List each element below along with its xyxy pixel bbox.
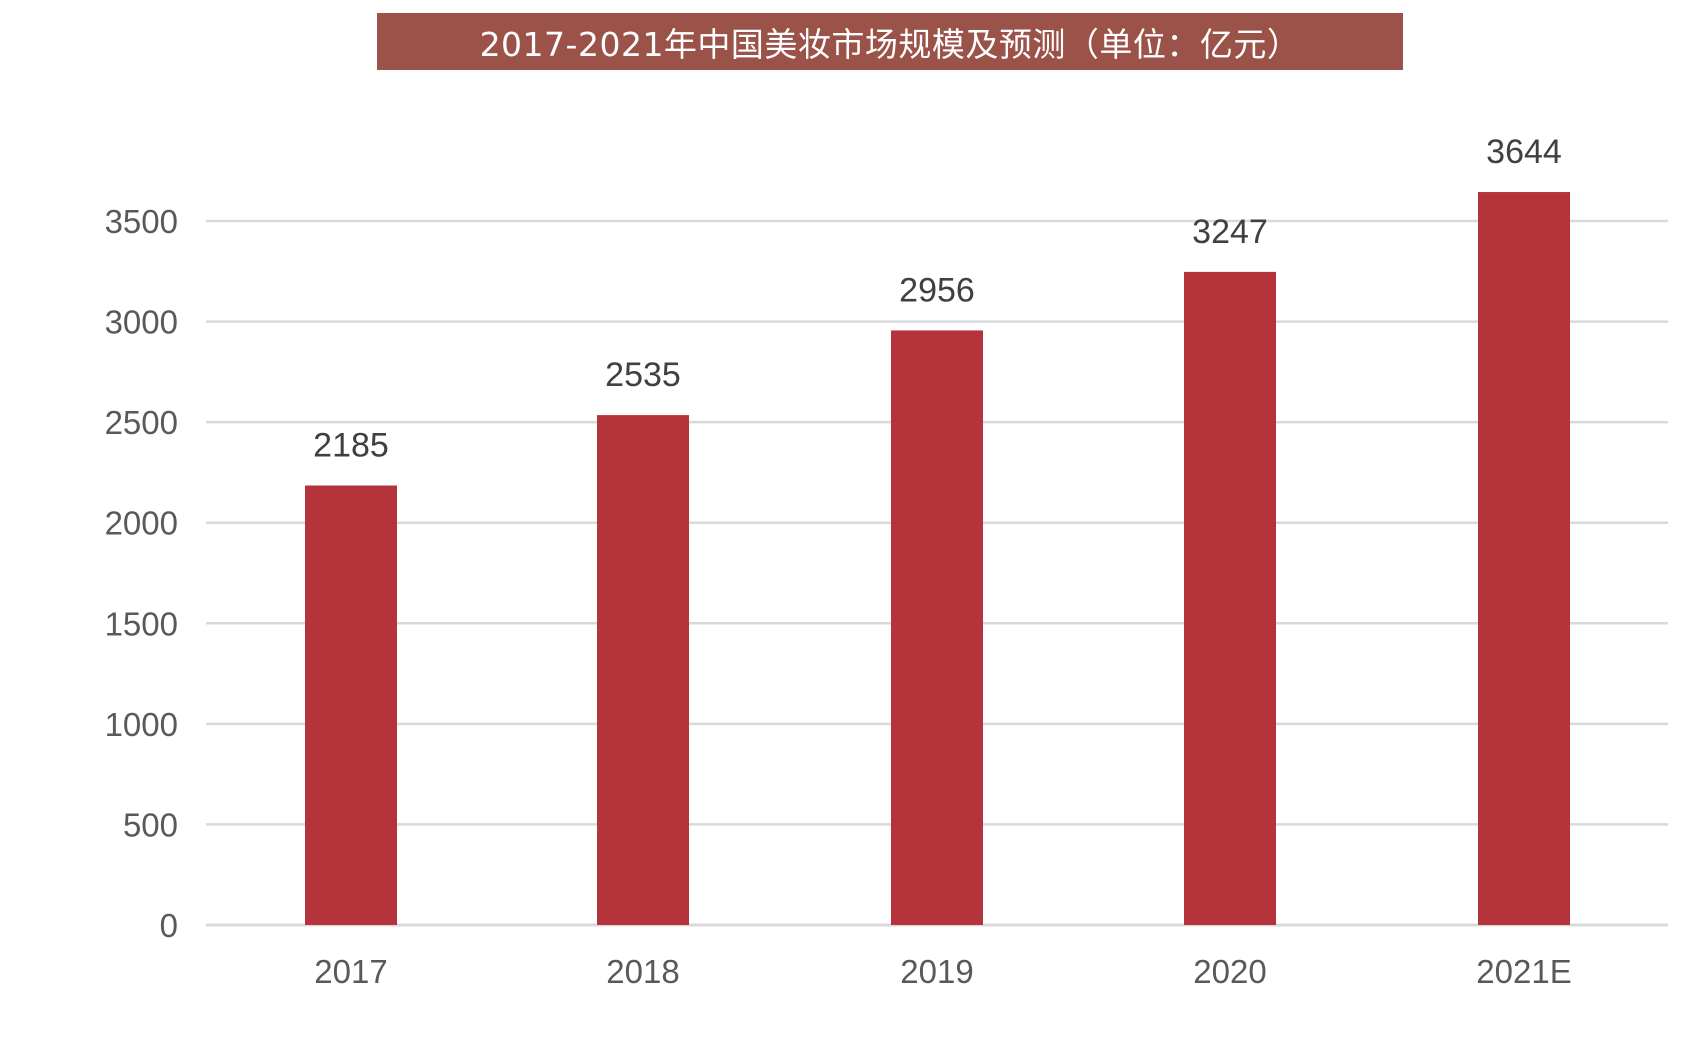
y-tick-label: 2000 — [105, 505, 178, 542]
bar-2017 — [305, 485, 397, 925]
y-tick-label: 3000 — [105, 304, 178, 341]
bar-2021E — [1478, 192, 1570, 926]
y-tick-label: 1500 — [105, 605, 178, 642]
y-axis-tick-labels: 0 500 1000 1500 2000 2500 3000 3500 — [105, 203, 178, 944]
y-tick-label: 1000 — [105, 706, 178, 743]
bar-2020 — [1184, 271, 1276, 925]
x-tick-label: 2017 — [314, 953, 387, 990]
x-tick-label: 2018 — [606, 953, 679, 990]
bar-2018 — [597, 415, 689, 925]
y-tick-label: 500 — [123, 806, 178, 843]
chart-title-banner: 2017-2021年中国美妆市场规模及预测（单位：亿元） — [377, 13, 1403, 70]
data-labels: 2185 2535 2956 3247 3644 — [313, 133, 1562, 464]
data-label: 3247 — [1192, 213, 1268, 251]
y-tick-label: 0 — [160, 907, 178, 944]
chart-title: 2017-2021年中国美妆市场规模及预测（单位：亿元） — [479, 24, 1301, 64]
bars — [305, 192, 1570, 926]
x-tick-label: 2019 — [900, 953, 973, 990]
data-label: 2535 — [605, 356, 681, 394]
bar-2019 — [891, 330, 983, 925]
gridlines — [206, 219, 1668, 927]
x-tick-label: 2020 — [1193, 953, 1266, 990]
x-axis-tick-labels: 2017 2018 2019 2020 2021E — [314, 953, 1571, 990]
y-tick-label: 3500 — [105, 203, 178, 240]
data-label: 3644 — [1486, 133, 1562, 171]
x-tick-label: 2021E — [1476, 953, 1571, 990]
data-label: 2956 — [899, 271, 975, 309]
data-label: 2185 — [313, 427, 389, 465]
y-tick-label: 2500 — [105, 404, 178, 441]
